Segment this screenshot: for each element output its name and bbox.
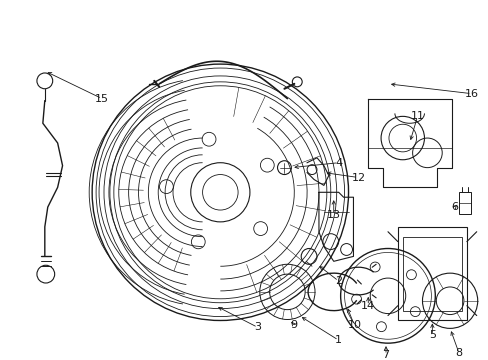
Text: 1: 1 — [334, 335, 342, 345]
Text: 9: 9 — [290, 320, 297, 330]
Text: 16: 16 — [464, 89, 478, 99]
Text: 7: 7 — [382, 350, 389, 360]
Text: 8: 8 — [454, 348, 462, 358]
Text: 4: 4 — [334, 158, 342, 168]
Text: 14: 14 — [361, 301, 375, 311]
Text: 3: 3 — [254, 323, 261, 332]
Text: 10: 10 — [347, 320, 361, 330]
Text: 2: 2 — [334, 276, 342, 286]
Text: 6: 6 — [450, 202, 458, 212]
Text: 15: 15 — [95, 94, 109, 104]
Bar — [397, 227, 466, 320]
Bar — [402, 237, 461, 311]
Text: 12: 12 — [350, 172, 365, 183]
Bar — [458, 192, 470, 214]
Text: 13: 13 — [326, 210, 340, 220]
Text: 11: 11 — [410, 111, 424, 121]
Text: 5: 5 — [428, 330, 435, 340]
